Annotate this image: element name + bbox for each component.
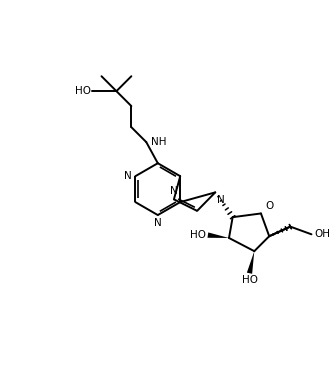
Text: N: N <box>217 195 225 205</box>
Polygon shape <box>247 251 254 274</box>
Text: HO: HO <box>190 230 206 240</box>
Text: NH: NH <box>151 137 167 147</box>
Text: O: O <box>266 201 274 211</box>
Text: HO: HO <box>74 86 91 96</box>
Text: OH: OH <box>314 229 330 239</box>
Text: N: N <box>170 186 178 196</box>
Text: N: N <box>124 171 131 181</box>
Text: HO: HO <box>241 275 258 285</box>
Polygon shape <box>208 233 229 238</box>
Text: N: N <box>154 218 162 228</box>
